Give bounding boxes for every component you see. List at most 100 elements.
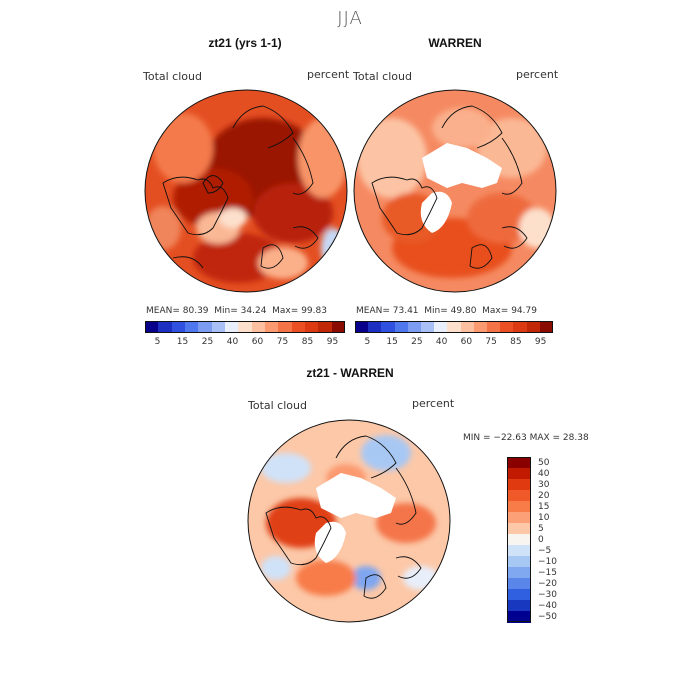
colorbar-swatch [507,523,531,535]
panel-1-variable-label: Total cloud [143,70,202,83]
colorbar-swatch [513,321,528,333]
colorbar-swatch [225,321,239,333]
colorbar-swatch [291,321,306,333]
colorbar-tick-label: 40 [226,337,239,347]
colorbar-swatch [421,321,435,333]
colorbar-tick-label: 75 [276,337,289,347]
colorbar-tick-label: 0 [538,534,544,545]
colorbar-tick-label: 15 [386,337,398,347]
colorbar-tick-label: 60 [251,337,264,347]
colorbar-tick-label: 95 [326,337,339,347]
panel-1-colorbar [145,321,346,333]
colorbar-swatch [507,567,531,579]
colorbar-swatch [318,321,333,333]
colorbar-swatch [507,479,531,491]
colorbar-swatch [507,611,531,623]
panel-2-colorbar-ticks: 5 15 25 40 60 75 85 95 [355,337,553,349]
colorbar-tick-label: 75 [485,337,497,347]
colorbar-swatch [507,490,531,502]
max-label: Max= [482,306,509,316]
panel-3-range: MIN = −22.63 MAX = 28.38 [463,433,589,443]
panel-3-polar-map [247,419,451,623]
colorbar-tick-label: 40 [538,468,550,479]
panel-3-units: percent [412,397,455,410]
colorbar-swatch [507,534,531,546]
colorbar-swatch [265,321,279,333]
colorbar-swatch [507,501,531,513]
colorbar-swatch [355,321,369,333]
colorbar-swatch [447,321,462,333]
panel-2-stats: MEAN= 73.41 Min= 49.80 Max= 94.79 [356,306,537,316]
colorbar-swatch [185,321,199,333]
colorbar-swatch [507,468,531,480]
panel-3-title: zt21 - WARREN [306,366,394,380]
colorbar-swatch [507,600,531,612]
min-value: 34.24 [240,306,267,316]
colorbar-tick-label: 25 [411,337,423,347]
panel-1-title: zt21 (yrs 1-1) [208,36,282,50]
colorbar-tick-label: 85 [510,337,522,347]
colorbar-swatch [507,556,531,568]
colorbar-tick-label: 5 [538,523,544,534]
colorbar-tick-label: 60 [460,337,473,347]
colorbar-swatch [251,321,266,333]
colorbar-tick-label: −30 [538,589,557,600]
max-value: 99.83 [301,306,327,316]
mean-value: 73.41 [392,306,419,316]
colorbar-tick-label: 95 [534,337,547,347]
colorbar-tick-label: 85 [301,337,314,347]
colorbar-swatch [507,512,531,524]
colorbar-swatch [171,321,186,333]
colorbar-swatch [434,321,448,333]
colorbar-tick-label: 25 [201,337,214,347]
colorbar-swatch [507,457,531,469]
season-title: JJA [337,8,363,29]
colorbar-swatch [278,321,293,333]
colorbar-swatch [368,321,382,333]
colorbar-tick-label: −20 [538,578,557,589]
panel-3-colorbar-ticks: 50 40 30 20 15 10 5 0 −5 −10 −15 −20 −30 −40 −50 [538,457,578,622]
panel-2-polar-map [353,89,557,293]
max-label: Max= [272,306,299,316]
colorbar-swatch [381,321,396,333]
colorbar-swatch [507,589,531,601]
colorbar-swatch [500,321,514,333]
colorbar-tick-label: −5 [538,545,552,556]
colorbar-swatch [331,321,346,333]
colorbar-swatch [158,321,173,333]
colorbar-swatch [526,321,541,333]
panel-1-units: percent [307,68,350,81]
colorbar-swatch [211,321,226,333]
colorbar-tick-label: −40 [538,600,557,611]
colorbar-swatch [145,321,159,333]
colorbar-tick-label: 50 [538,457,550,468]
colorbar-swatch [407,321,422,333]
panel-3-colorbar [507,457,531,623]
colorbar-tick-label: −50 [538,611,557,622]
min-label: Min= [424,306,448,316]
panel-2-units: percent [516,68,559,81]
mean-value: 80.39 [182,306,209,316]
panel-1-polar-map [144,89,348,293]
colorbar-swatch [507,578,531,590]
panel-3-variable-label: Total cloud [248,399,307,412]
colorbar-swatch [460,321,475,333]
panel-1-stats: MEAN= 80.39 Min= 34.24 Max= 99.83 [146,306,327,316]
panel-1-colorbar-ticks: 5 15 25 40 60 75 85 95 [145,337,345,349]
min-label: Min= [214,306,238,316]
colorbar-swatch [198,321,213,333]
panel-2-variable-label: Total cloud [353,70,412,83]
colorbar-swatch [487,321,501,333]
colorbar-tick-label: 5 [364,337,371,347]
panel-2-title: WARREN [428,36,482,50]
colorbar-tick-label: 10 [538,512,550,523]
colorbar-tick-label: 30 [538,479,550,490]
colorbar-tick-label: 15 [176,337,189,347]
colorbar-tick-label: 20 [538,490,550,501]
colorbar-swatch [507,545,531,557]
mean-label: MEAN= [146,306,180,316]
max-value: 94.79 [511,306,537,316]
colorbar-swatch [394,321,409,333]
colorbar-tick-label: 5 [154,337,161,347]
colorbar-tick-label: 40 [435,337,448,347]
